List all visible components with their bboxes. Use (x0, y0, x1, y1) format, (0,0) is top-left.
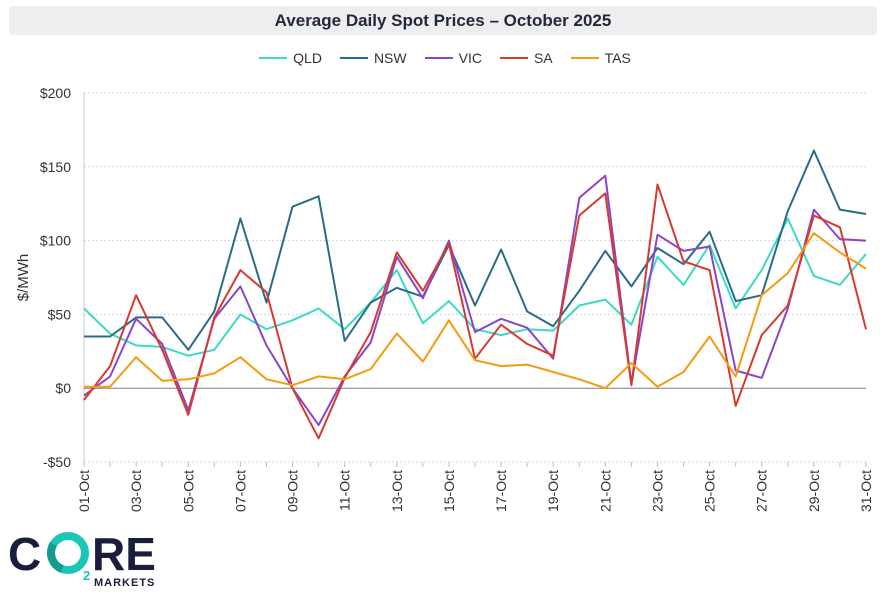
x-tick-label: 09-Oct (285, 470, 301, 512)
legend-item-qld: QLD (259, 50, 322, 66)
x-tick-label: 25-Oct (702, 470, 718, 512)
legend-swatch-tas (570, 57, 599, 59)
x-tick-label: 13-Oct (389, 470, 405, 512)
y-tick-label: $50 (48, 306, 72, 322)
x-tick-label: 01-Oct (76, 470, 92, 512)
x-tick-label: 03-Oct (128, 470, 144, 512)
svg-text:RE: RE (92, 528, 156, 580)
y-tick-label: $200 (40, 85, 71, 101)
legend-item-tas: TAS (570, 50, 631, 66)
logo-subtitle: MARKETS (94, 577, 156, 589)
legend-swatch-sa (499, 57, 528, 59)
legend-label-nsw: NSW (373, 50, 407, 66)
y-tick-label: $0 (55, 380, 71, 396)
legend-label-sa: SA (533, 50, 553, 66)
x-tick-label: 19-Oct (545, 470, 561, 512)
x-tick-label: 23-Oct (649, 470, 665, 512)
x-tick-label: 11-Oct (337, 470, 353, 511)
x-tick-label: 05-Oct (180, 470, 196, 512)
legend-swatch-qld (259, 57, 288, 59)
chart-title: Average Daily Spot Prices – October 2025 (274, 10, 612, 30)
y-axis-title: $/MWh (15, 254, 32, 302)
svg-text:2: 2 (83, 568, 90, 583)
x-tick-label: 15-Oct (441, 470, 457, 512)
svg-text:C: C (8, 528, 41, 580)
legend-item-vic: VIC (424, 50, 482, 66)
chart-legend: QLD NSW VIC SA TAS (0, 48, 890, 68)
x-tick-label: 31-Oct (858, 470, 874, 512)
core-markets-logo: C RE 2 MARKETS (8, 528, 178, 594)
y-tick-label: -$50 (43, 454, 71, 470)
series-line-nsw (84, 149, 867, 351)
legend-label-tas: TAS (604, 50, 631, 66)
x-tick-label: 21-Oct (597, 470, 613, 512)
y-tick-label: $100 (40, 233, 71, 249)
legend-item-nsw: NSW (339, 50, 407, 66)
legend-swatch-nsw (339, 57, 368, 59)
legend-swatch-vic (424, 57, 453, 59)
legend-label-vic: VIC (458, 50, 482, 66)
logo-mark: C RE 2 (8, 528, 156, 583)
legend-item-sa: SA (499, 50, 553, 66)
x-tick-label: 17-Oct (493, 470, 509, 512)
y-tick-label: $150 (40, 159, 71, 175)
series-line-sa (83, 183, 867, 440)
series-line-vic (83, 174, 867, 427)
x-tick-label: 29-Oct (806, 470, 822, 512)
series-line-tas (84, 232, 867, 390)
x-tick-label: 07-Oct (232, 470, 248, 512)
x-tick-label: 27-Oct (754, 470, 770, 512)
legend-label-qld: QLD (293, 50, 322, 66)
chart-title-bar: Average Daily Spot Prices – October 2025 (9, 6, 877, 35)
